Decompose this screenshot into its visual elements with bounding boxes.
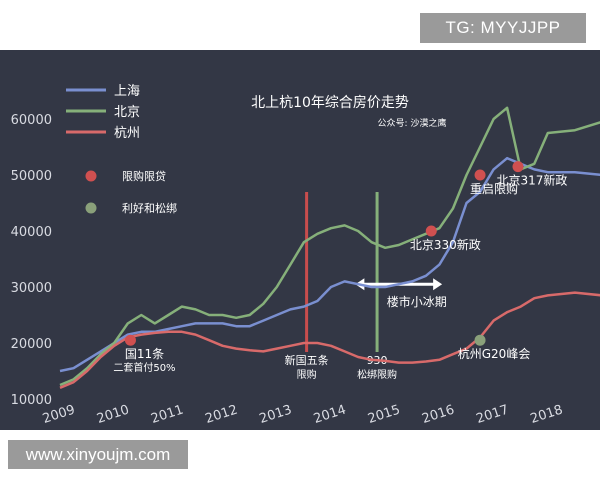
event-label: 国11条 <box>125 347 164 361</box>
series-line-上海 <box>59 156 600 373</box>
legend-label: 北京 <box>114 105 140 120</box>
event-label: 二套首付50% <box>113 361 175 374</box>
y-tick-label: 30000 <box>11 281 52 296</box>
legend-label: 上海 <box>114 84 140 99</box>
legend-marker-label: 限购限贷 <box>122 169 166 183</box>
series-line-杭州 <box>59 291 600 389</box>
legend-marker-label: 利好和松绑 <box>122 201 177 215</box>
chart-panel: 10000 20000 30000 40000 50000 60000 2009 2010 20… <box>0 50 600 430</box>
event-marker <box>124 334 136 346</box>
event-marker <box>425 225 437 237</box>
series-line-北京 <box>59 106 600 387</box>
event-label: 北京317新政 <box>497 173 568 188</box>
event-label: 北京330新政 <box>410 237 481 252</box>
chart-subtitle: 公众号: 沙漠之鹰 <box>378 117 447 129</box>
event-label: 重启限购 <box>470 181 518 196</box>
y-tick-label: 50000 <box>11 169 52 184</box>
x-tick-label: 2018 <box>529 402 565 426</box>
legend-label: 杭州 <box>114 126 140 141</box>
y-tick-label: 40000 <box>11 225 52 240</box>
policy-label: 新国五条 <box>285 353 329 367</box>
x-tick-label: 2011 <box>149 402 185 426</box>
x-tick-label: 2016 <box>420 402 456 426</box>
range-arrow-label: 楼市小冰期 <box>387 294 447 309</box>
x-tick-label: 2012 <box>203 402 239 426</box>
x-tick-label: 2017 <box>474 402 510 426</box>
y-tick-label: 60000 <box>11 113 52 128</box>
event-label: 杭州G20峰会 <box>458 346 531 361</box>
x-tick-label: 2015 <box>366 402 402 426</box>
event-marker <box>474 334 486 346</box>
watermark-top: TG: MYYJJPP <box>420 13 586 43</box>
x-tick-label: 2014 <box>312 402 348 426</box>
watermark-bottom: www.xinyoujm.com <box>8 440 188 469</box>
policy-label: 松绑限购 <box>357 368 397 381</box>
legend-marker <box>85 170 97 182</box>
range-arrow-right-head <box>433 278 443 291</box>
legend-marker <box>85 202 97 214</box>
y-tick-label: 10000 <box>11 393 52 408</box>
y-tick-label: 20000 <box>11 337 52 352</box>
event-marker <box>512 161 524 173</box>
series-lines <box>59 106 600 389</box>
policy-label: 限购 <box>297 368 317 381</box>
event-marker <box>474 169 486 181</box>
x-tick-label: 2013 <box>258 402 294 426</box>
chart-title: 北上杭10年综合房价走势 <box>251 95 409 111</box>
x-tick-label: 2010 <box>95 402 131 426</box>
